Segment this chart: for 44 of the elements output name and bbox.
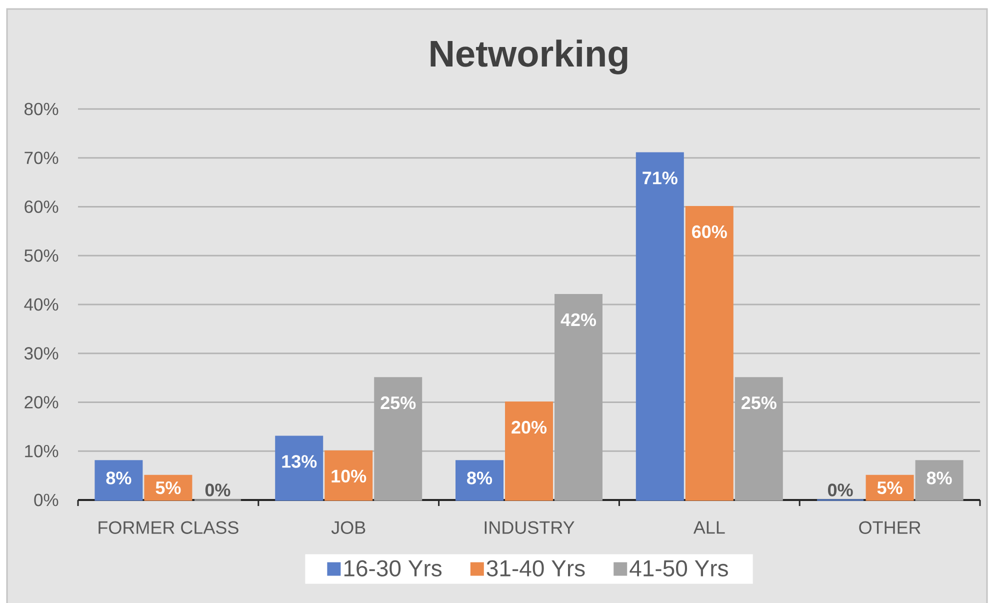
- bar: [94, 460, 143, 501]
- bar: [374, 377, 422, 501]
- y-tick-label: 80%: [24, 102, 58, 116]
- bar: [324, 450, 373, 501]
- bar: [734, 377, 783, 501]
- data-label: 8%: [106, 472, 132, 484]
- y-tick-label: 10%: [25, 444, 58, 458]
- bar: [636, 152, 684, 501]
- y-tick-label: 20%: [24, 396, 58, 408]
- data-label: 0%: [205, 484, 230, 496]
- data-label: 10%: [332, 470, 366, 482]
- y-tick-label: 40%: [24, 298, 58, 311]
- y-tick-label: 60%: [24, 200, 58, 213]
- bar: [456, 460, 504, 501]
- data-label: 25%: [380, 396, 416, 410]
- data-label: 20%: [512, 420, 547, 434]
- data-label: 71%: [642, 172, 678, 184]
- legend-label: 16-30 Yrs: [344, 560, 442, 576]
- y-tick-label: 0%: [34, 494, 58, 506]
- bar: [915, 460, 964, 501]
- x-tick-label: OTHER: [859, 521, 920, 534]
- bar: [554, 294, 603, 501]
- y-tick-label: 50%: [24, 249, 58, 262]
- x-tick-label: FORMER CLASS: [98, 521, 238, 534]
- data-label: 5%: [877, 481, 902, 494]
- y-tick-label: 70%: [24, 152, 58, 164]
- bar: [685, 206, 734, 501]
- data-label: 8%: [926, 472, 952, 484]
- y-tick-label: 30%: [24, 347, 58, 360]
- chart-title: Networking: [430, 40, 628, 74]
- legend-label: 31-40 Yrs: [486, 560, 585, 576]
- bar: [505, 402, 554, 501]
- data-label: 8%: [467, 472, 492, 484]
- data-label: 42%: [560, 313, 596, 326]
- data-label: 25%: [742, 396, 776, 410]
- x-tick-label: JOB: [331, 521, 366, 534]
- x-tick-label: ALL: [693, 521, 725, 534]
- data-label: 5%: [156, 481, 181, 494]
- legend-label: 41-50 Yrs: [630, 560, 728, 576]
- data-label: 13%: [282, 455, 317, 468]
- bar: [275, 436, 324, 501]
- data-label: 60%: [692, 225, 727, 238]
- data-label: 0%: [828, 484, 853, 496]
- x-tick-label: INDUSTRY: [484, 521, 574, 534]
